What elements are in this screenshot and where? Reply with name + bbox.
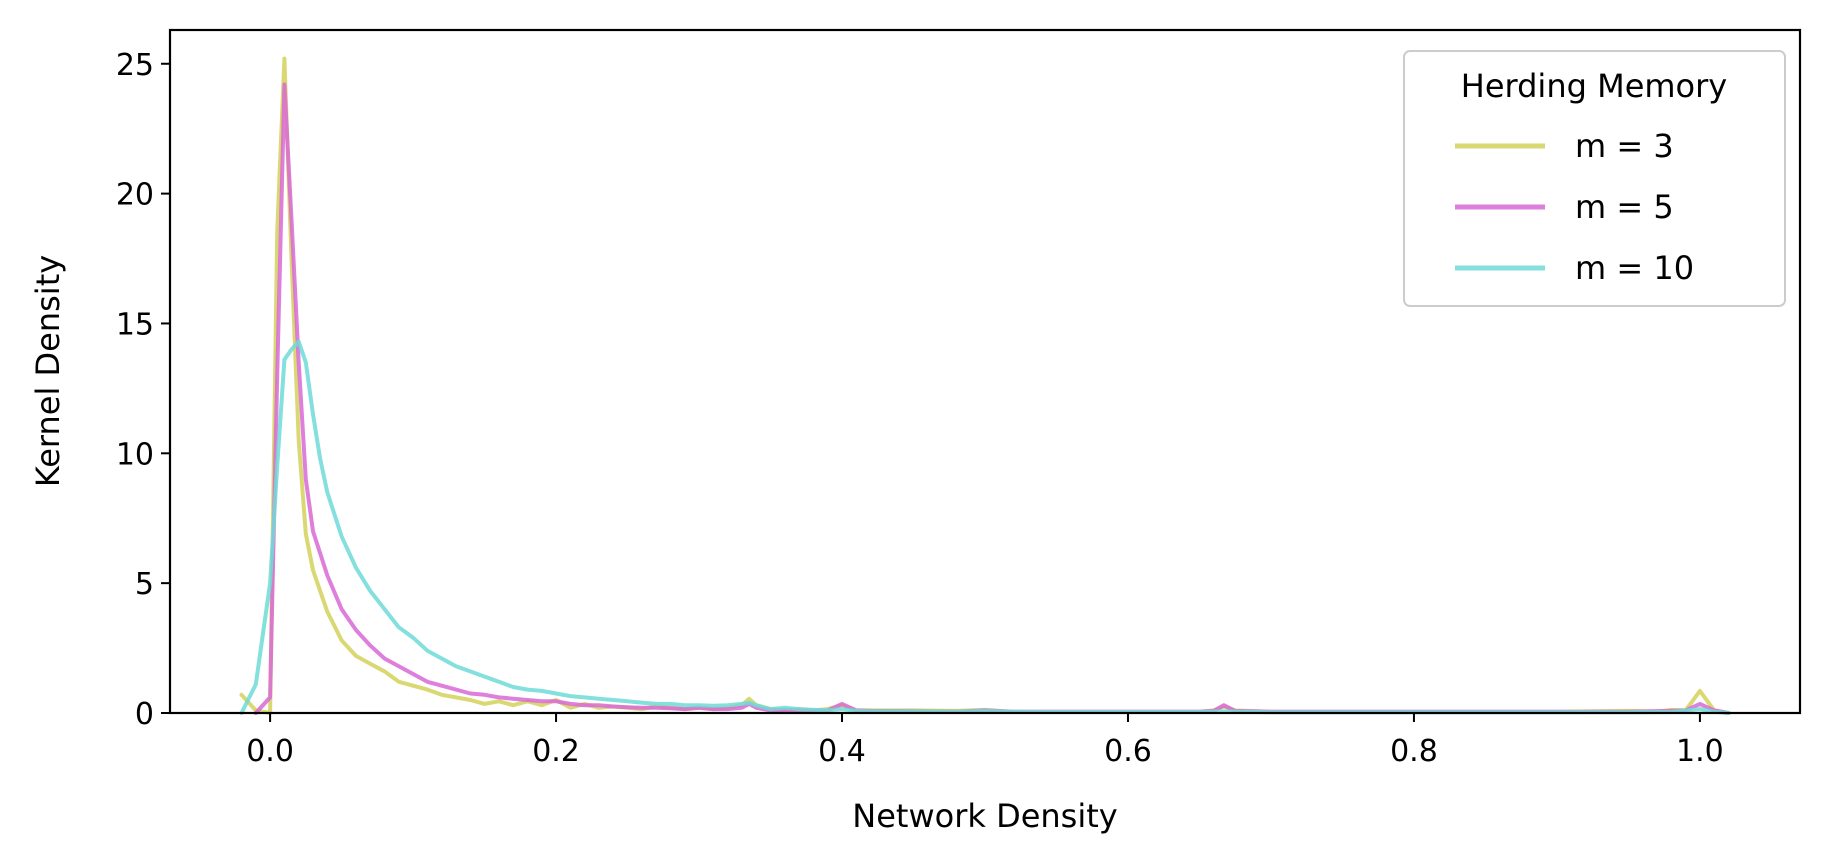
x-axis-title: Network Density <box>852 797 1117 835</box>
y-axis-title: Kernel Density <box>29 255 67 487</box>
x-tick-label: 0.2 <box>532 734 580 769</box>
y-tick-label: 5 <box>135 567 154 602</box>
y-tick-label: 0 <box>135 697 154 732</box>
legend: Herding Memory m = 3 m = 5 m = 10 <box>1403 50 1786 307</box>
x-tick-label: 0.6 <box>1104 734 1152 769</box>
y-tick-label: 20 <box>116 178 154 213</box>
x-tick-label: 0.0 <box>246 734 294 769</box>
legend-title: Herding Memory <box>1461 67 1727 105</box>
x-tick-label: 1.0 <box>1676 734 1724 769</box>
x-tick-label: 0.4 <box>818 734 866 769</box>
y-tick-label: 25 <box>116 48 154 83</box>
legend-entries: m = 3 m = 5 m = 10 <box>1455 127 1694 287</box>
x-axis: 0.0 0.2 0.4 0.6 0.8 1.0 <box>246 713 1724 769</box>
x-tick-label: 0.8 <box>1390 734 1438 769</box>
legend-box <box>1403 50 1786 307</box>
legend-label-3: m = 10 <box>1575 249 1694 287</box>
y-tick-label: 15 <box>116 307 154 342</box>
y-axis: 0 5 10 15 20 25 <box>116 48 170 732</box>
legend-label-2: m = 5 <box>1575 188 1674 226</box>
plot-frame <box>168 28 1802 715</box>
legend-label-1: m = 3 <box>1575 127 1674 165</box>
y-tick-label: 10 <box>116 437 154 472</box>
